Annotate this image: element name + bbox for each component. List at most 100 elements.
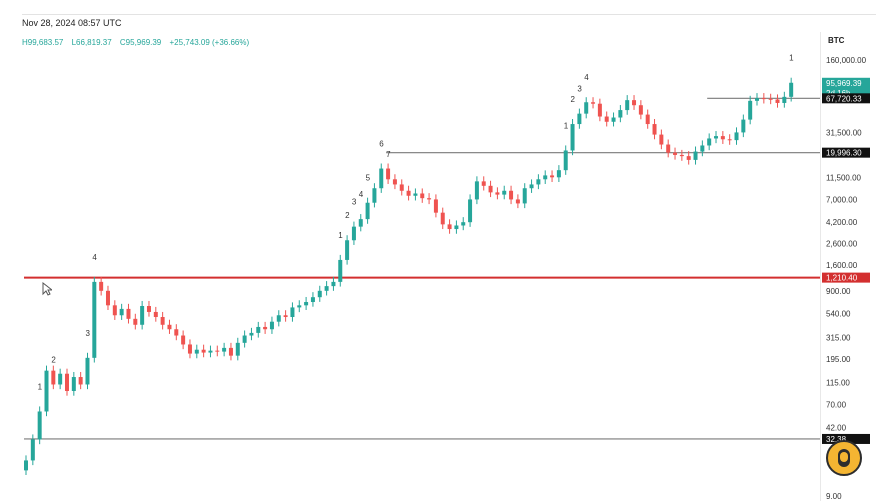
candle-body xyxy=(392,179,397,185)
wave-label: 1 xyxy=(789,54,794,63)
y-tick-label: 1,600.00 xyxy=(826,261,858,270)
candle-body xyxy=(741,119,746,133)
candle-body xyxy=(625,100,630,111)
candle-body xyxy=(140,306,145,325)
y-tick-label: 31,500.00 xyxy=(826,128,862,137)
candle-body xyxy=(495,192,500,195)
price-badge xyxy=(822,272,870,283)
candle-body xyxy=(761,98,766,100)
candle-body xyxy=(604,116,609,122)
candle-body xyxy=(618,110,623,118)
candle-body xyxy=(235,342,240,356)
candle-body xyxy=(454,225,459,230)
candle-body xyxy=(659,134,664,145)
candle-body xyxy=(263,326,268,330)
candle-body xyxy=(126,308,131,319)
candle-body xyxy=(99,281,104,291)
microphone-icon[interactable] xyxy=(826,440,862,476)
candle-body xyxy=(338,259,343,282)
candle-body xyxy=(673,152,678,155)
candle-body xyxy=(638,105,643,115)
candle-body xyxy=(755,98,760,101)
candle-body xyxy=(30,439,35,461)
ohlc-readout: H99,683.57 L66,819.37 C95,969.39 +25,743… xyxy=(22,38,255,47)
wave-label: 3 xyxy=(85,329,90,338)
candle-body xyxy=(550,175,555,178)
candle-body xyxy=(358,219,363,227)
price-badge-label: 32.38 xyxy=(826,435,847,444)
symbol-label: BTC xyxy=(828,36,845,45)
candle-body xyxy=(44,370,49,412)
candle-body xyxy=(331,281,336,287)
wave-label: 5 xyxy=(366,174,371,183)
candle-body xyxy=(543,175,548,180)
candle-body xyxy=(652,124,657,135)
candle-body xyxy=(768,98,773,100)
candle-body xyxy=(433,199,438,213)
candle-body xyxy=(591,102,596,104)
candle-body xyxy=(734,132,739,141)
candle-body xyxy=(201,349,206,353)
cursor-icon xyxy=(42,281,54,301)
y-tick-label: 11,500.00 xyxy=(826,173,862,182)
candle-body xyxy=(406,190,411,196)
candle-body xyxy=(310,297,315,303)
chart-date: Nov 28, 2024 08:57 UTC xyxy=(22,18,122,28)
y-tick-label: 900.00 xyxy=(826,287,851,296)
y-tick-label: 160,000.00 xyxy=(826,56,867,65)
y-tick-label: 42.00 xyxy=(826,423,847,432)
price-badge xyxy=(822,77,870,98)
candle-body xyxy=(215,350,220,352)
candle-body xyxy=(782,96,787,103)
ohlc-low: L66,819.37 xyxy=(71,38,112,47)
candle-body xyxy=(775,99,780,103)
price-badge xyxy=(822,433,870,444)
candle-body xyxy=(645,114,650,125)
candle-body xyxy=(112,305,117,316)
candle-body xyxy=(379,168,384,189)
y-tick-label: 70.00 xyxy=(826,401,847,410)
top-divider xyxy=(22,14,876,15)
candle-body xyxy=(714,136,719,139)
y-tick-label: 115.00 xyxy=(826,378,850,387)
candle-body xyxy=(146,306,151,312)
candle-body xyxy=(748,100,753,120)
y-tick-label: 9.00 xyxy=(826,492,842,501)
candle-body xyxy=(345,240,350,260)
wave-label: 4 xyxy=(584,73,589,82)
candle-body xyxy=(256,326,261,333)
candle-body xyxy=(707,138,712,146)
candle-body xyxy=(228,347,233,356)
candle-body xyxy=(597,103,602,117)
candle-body xyxy=(584,102,589,114)
candle-body xyxy=(85,357,90,385)
candle-body xyxy=(160,317,165,325)
candle-body xyxy=(78,377,83,385)
candle-body xyxy=(304,302,309,306)
wave-label: 3 xyxy=(352,198,357,207)
wave-label: 4 xyxy=(92,253,97,262)
y-tick-label: 2,600.00 xyxy=(826,240,858,249)
y-tick-label: 195.00 xyxy=(826,355,851,364)
candle-body xyxy=(351,226,356,241)
candle-body xyxy=(509,190,514,200)
ohlc-close: C95,969.39 xyxy=(119,38,162,47)
price-badge-sublabel: 2d 16h xyxy=(826,89,850,98)
candle-body xyxy=(556,170,561,178)
candle-body xyxy=(386,168,391,180)
candle-body xyxy=(208,350,213,353)
candle-body xyxy=(440,212,445,225)
candle-body xyxy=(632,100,637,106)
price-badge xyxy=(822,147,870,158)
candle-body xyxy=(666,144,671,153)
price-badge-label: 19,996.30 xyxy=(826,149,862,158)
ohlc-high: H99,683.57 xyxy=(22,38,64,47)
candle-body xyxy=(249,332,254,336)
candle-body xyxy=(324,286,329,291)
candle-body xyxy=(468,199,473,223)
y-tick-label: 540.00 xyxy=(826,310,851,319)
candle-body xyxy=(693,151,698,160)
wave-label: 1 xyxy=(564,121,569,130)
candle-body xyxy=(290,307,295,318)
